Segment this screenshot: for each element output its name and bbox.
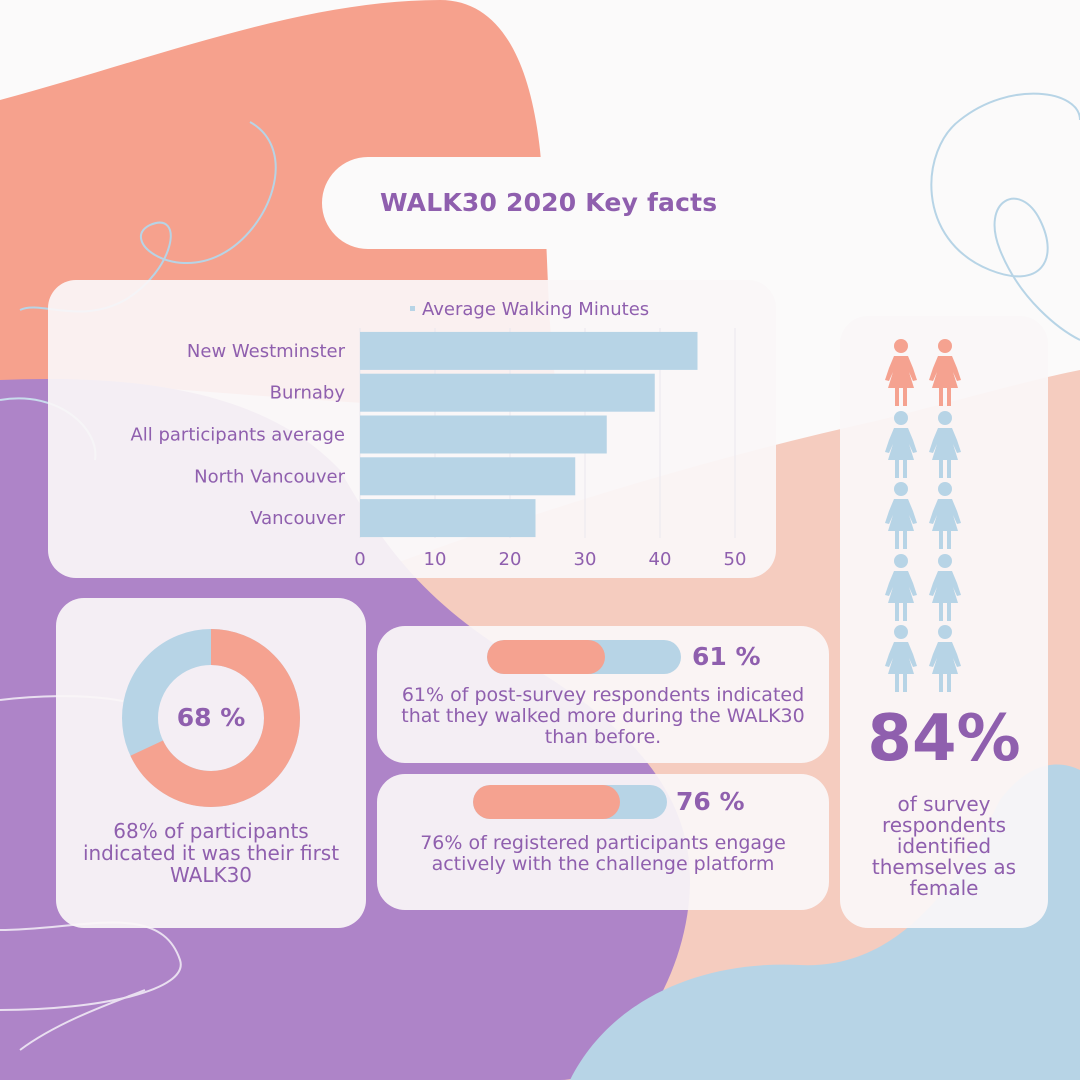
female-respondents-card: 84% of survey respondents identified the… xyxy=(840,316,1048,928)
x-tick-label: 50 xyxy=(724,549,747,570)
walking-minutes-chart-card: 0 10 20 30 40 50 Average Walking Minutes New We… xyxy=(48,280,776,578)
progress-value-label: 61 % xyxy=(692,642,761,671)
category-label: Vancouver xyxy=(250,508,345,529)
category-label: North Vancouver xyxy=(194,466,345,487)
walked-more-card: 61 % 61% of post-survey respondents indi… xyxy=(377,626,829,763)
donut-chart xyxy=(122,629,300,807)
female-person-icon xyxy=(885,625,917,692)
x-tick-label: 10 xyxy=(424,549,447,570)
female-person-icon xyxy=(885,553,917,621)
female-person-icon xyxy=(885,482,917,549)
blue-blob xyxy=(570,764,1080,1080)
female-person-icon xyxy=(929,482,961,549)
legend-label: Average Walking Minutes xyxy=(422,299,649,320)
progress-track xyxy=(487,640,681,674)
walking-minutes-chart: 0 10 20 30 40 50 Average Walking Minutes New We… xyxy=(130,299,747,570)
page-title: WALK30 2020 Key facts xyxy=(380,188,718,217)
bar xyxy=(360,373,655,412)
x-tick-label: 20 xyxy=(499,549,522,570)
x-tick-label: 40 xyxy=(649,549,672,570)
bar xyxy=(360,331,698,370)
progress-description: 61% of post-survey respondents indicated… xyxy=(401,684,805,748)
bar xyxy=(360,499,536,538)
gender-value: 84% xyxy=(867,702,1021,776)
progress-track xyxy=(473,785,667,819)
category-label: All participants average xyxy=(130,425,345,446)
progress-fill xyxy=(473,785,621,819)
legend-swatch xyxy=(410,306,415,311)
title-pill: WALK30 2020 Key facts xyxy=(322,157,752,249)
x-tick-label: 30 xyxy=(574,549,597,570)
progress-description: 76% of registered participants engage ac… xyxy=(420,832,786,875)
bar xyxy=(360,415,607,454)
line-bottom-left-3 xyxy=(19,989,146,1051)
people-icon-grid xyxy=(840,316,1048,716)
x-tick-label: 0 xyxy=(354,549,365,570)
progress-fill xyxy=(487,640,606,674)
first-walk30-card: 68 % 68% of participants indicated it wa… xyxy=(56,598,366,928)
female-person-icon xyxy=(929,410,961,478)
category-label: Burnaby xyxy=(270,383,346,404)
female-person-icon xyxy=(885,339,917,406)
progress-value-label: 76 % xyxy=(676,787,745,816)
category-label: New Westminster xyxy=(187,341,346,362)
bar xyxy=(360,457,576,496)
donut-description: 68% of participants indicated it was the… xyxy=(82,819,340,887)
female-person-icon xyxy=(929,625,961,692)
female-person-icon xyxy=(885,410,917,478)
female-person-icon xyxy=(929,339,961,406)
donut-value-label: 68 % xyxy=(176,703,246,732)
gender-description: of survey respondents identified themsel… xyxy=(871,792,1017,900)
female-person-icon xyxy=(929,553,961,621)
donut-fill-arc xyxy=(122,629,300,807)
swirl-top-right xyxy=(930,92,1080,341)
platform-engagement-card: 76 % 76% of registered participants enga… xyxy=(377,774,829,910)
